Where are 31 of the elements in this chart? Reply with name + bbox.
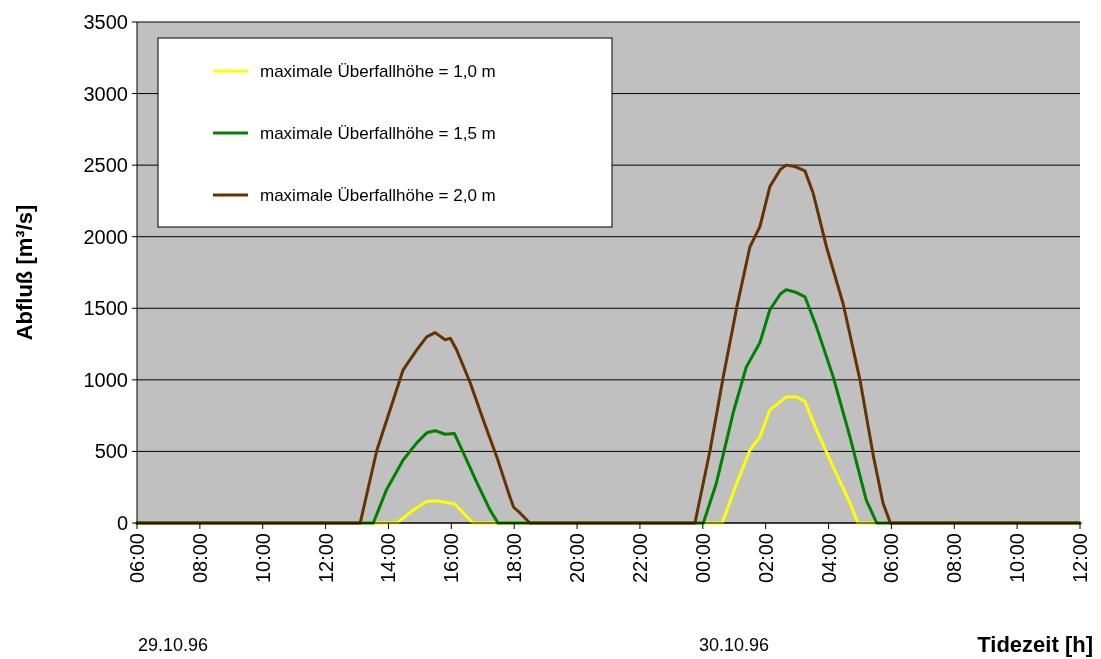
y-tick-label: 2500 bbox=[83, 154, 128, 177]
x-tick-label: 20:00 bbox=[566, 533, 589, 584]
x-tick-label: 08:00 bbox=[188, 533, 211, 584]
text: 29.10.96 bbox=[137, 635, 209, 655]
y-tick-label: 500 bbox=[94, 440, 128, 463]
x-tick-label: 06:00 bbox=[880, 533, 903, 584]
legend-label: maximale Überfallhöhe = 2,0 m bbox=[260, 185, 496, 205]
x-tick-label: 14:00 bbox=[377, 533, 400, 584]
x-tick-label: 12:00 bbox=[1069, 533, 1091, 584]
x-tick-label: 18:00 bbox=[503, 533, 526, 584]
x-tick-label: 12:00 bbox=[314, 533, 337, 584]
x-tick-label: 04:00 bbox=[817, 533, 840, 584]
x-tick-label: 00:00 bbox=[691, 533, 714, 584]
x-tick-label: 10:00 bbox=[1006, 533, 1029, 584]
legend-label: maximale Überfallhöhe = 1,5 m bbox=[260, 123, 496, 143]
y-tick-label: 0 bbox=[116, 512, 128, 534]
y-tick-label: 3500 bbox=[83, 11, 128, 33]
x-tick-label: 08:00 bbox=[943, 533, 966, 584]
x-tick-label: 06:00 bbox=[126, 533, 148, 584]
y-tick-label: 1000 bbox=[83, 368, 128, 391]
x-tick-label: 16:00 bbox=[440, 533, 463, 584]
y-tick-label: 3000 bbox=[83, 82, 128, 105]
x-tick-label: 22:00 bbox=[628, 533, 651, 584]
x-axis-title: Tidezeit [h] bbox=[977, 632, 1093, 657]
legend-label: maximale Überfallhöhe = 1,0 m bbox=[260, 61, 496, 81]
y-tick-label: 2000 bbox=[83, 225, 128, 248]
y-axis-title: Abfluß [m³/s] bbox=[12, 204, 37, 341]
x-tick-label: 10:00 bbox=[251, 533, 274, 584]
text: 30.10.96 bbox=[698, 635, 770, 655]
x-tick-label: 02:00 bbox=[754, 533, 777, 584]
y-tick-label: 1500 bbox=[83, 297, 128, 320]
